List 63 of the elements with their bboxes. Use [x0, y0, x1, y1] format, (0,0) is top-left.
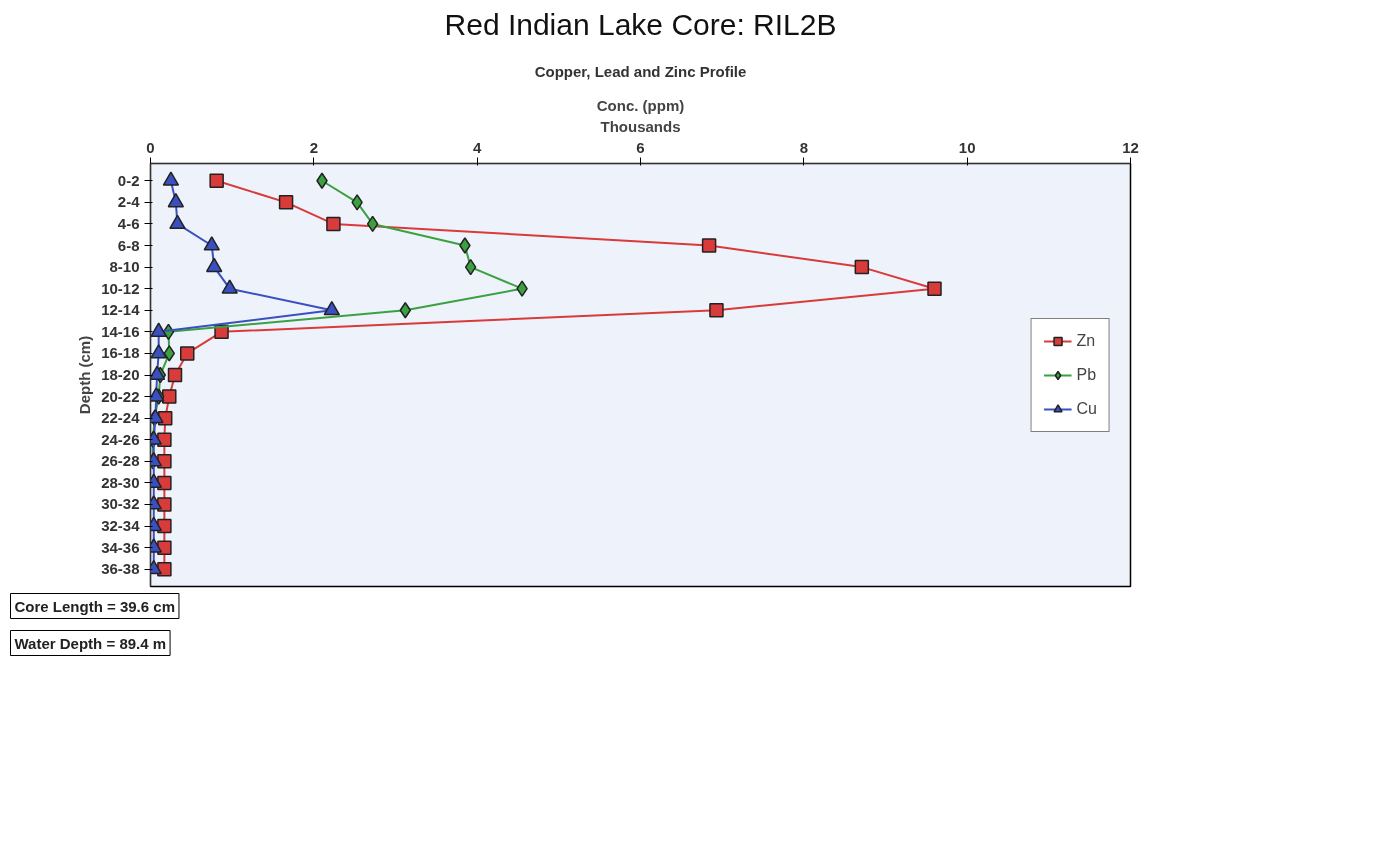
point — [150, 322, 167, 337]
point — [209, 173, 224, 189]
point — [927, 281, 942, 296]
text: Core Length = 39.6 cm — [14, 597, 175, 615]
point — [516, 280, 528, 297]
y-tick-label: 12-14 — [101, 301, 141, 319]
y-tick-label: 36-38 — [101, 560, 140, 578]
y-tick-label: 16-18 — [101, 344, 140, 362]
point — [459, 237, 471, 254]
y-tick-label: 22-24 — [101, 409, 141, 427]
y-tick-label: 32-34 — [101, 517, 141, 535]
point — [709, 303, 724, 318]
y-tick-label: 4-6 — [117, 214, 140, 232]
point — [326, 216, 341, 232]
point — [366, 215, 379, 233]
point — [162, 171, 180, 186]
point — [162, 389, 177, 404]
x-tick-label: 6 — [636, 138, 645, 156]
y-tick-label: 28-30 — [101, 473, 140, 491]
point — [150, 344, 167, 359]
y-tick-label: 18-20 — [101, 366, 140, 383]
y-tick-label: 0-2 — [117, 171, 140, 189]
y-tick-label: 8-10 — [109, 258, 140, 276]
point — [278, 195, 294, 210]
point — [854, 259, 870, 275]
point — [203, 236, 220, 251]
y-tick-label: 34-36 — [101, 538, 140, 556]
y-tick-label: 2-4 — [117, 193, 141, 211]
y-tick-label: 10-12 — [101, 279, 140, 297]
point — [167, 192, 185, 208]
x-tick-label: 4 — [473, 138, 482, 156]
legend-label: Zn — [1076, 331, 1097, 350]
y-axis-title: Depth (cm) — [76, 335, 94, 415]
point — [701, 238, 717, 253]
point — [205, 257, 223, 273]
x-tick-label: 8 — [799, 138, 809, 156]
y-tick-label: 14-16 — [101, 322, 140, 340]
point — [180, 346, 195, 361]
legend-label: Cu — [1076, 399, 1097, 418]
point — [323, 300, 341, 316]
x-tick-label: 2 — [309, 138, 319, 156]
x-tick-label: 0 — [146, 138, 155, 156]
text: Water Depth = 89.4 m — [14, 634, 167, 652]
y-tick-label: 30-32 — [101, 495, 140, 513]
point — [464, 258, 477, 276]
y-tick-label: 24-26 — [101, 430, 140, 448]
y-tick-label: 6-8 — [117, 236, 140, 254]
legend-label: Pb — [1076, 365, 1097, 384]
chart-subtitle: Copper, Lead and Zinc Profile — [534, 62, 747, 80]
point — [351, 194, 363, 211]
point — [399, 302, 412, 319]
point — [167, 367, 183, 383]
x-axis-title: Conc. (ppm) Thousands — [596, 97, 685, 135]
point — [157, 454, 172, 469]
point — [169, 214, 186, 230]
y-tick-label: 20-22 — [101, 387, 140, 405]
x-tick-label: 10 — [958, 138, 976, 156]
point — [221, 279, 238, 294]
y-tick-label: 26-28 — [101, 452, 140, 470]
point — [163, 345, 176, 362]
chart-title: Red Indian Lake Core: RIL2B — [444, 7, 837, 41]
point — [150, 365, 166, 381]
x-tick-label: 12 — [1122, 138, 1139, 156]
